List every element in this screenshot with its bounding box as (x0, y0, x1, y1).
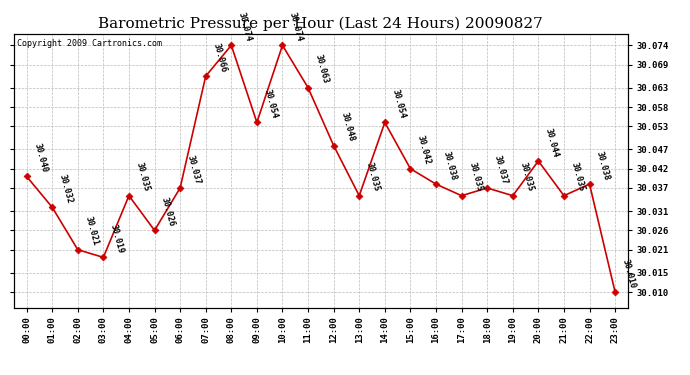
Text: 30.035: 30.035 (467, 162, 484, 193)
Text: 30.026: 30.026 (160, 196, 177, 228)
Text: 30.040: 30.040 (32, 142, 48, 174)
Text: 30.037: 30.037 (493, 154, 509, 185)
Text: 30.074: 30.074 (288, 11, 304, 42)
Text: 30.054: 30.054 (391, 88, 407, 120)
Text: 30.019: 30.019 (109, 223, 126, 255)
Text: 30.037: 30.037 (186, 154, 202, 185)
Text: 30.038: 30.038 (595, 150, 611, 182)
Title: Barometric Pressure per Hour (Last 24 Hours) 20090827: Barometric Pressure per Hour (Last 24 Ho… (99, 17, 543, 31)
Text: 30.054: 30.054 (262, 88, 279, 120)
Text: 30.035: 30.035 (569, 162, 586, 193)
Text: 30.035: 30.035 (135, 162, 151, 193)
Text: 30.032: 30.032 (58, 173, 75, 204)
Text: 30.063: 30.063 (314, 54, 330, 85)
Text: 30.044: 30.044 (544, 127, 560, 158)
Text: 30.035: 30.035 (518, 162, 535, 193)
Text: 30.021: 30.021 (83, 216, 100, 247)
Text: 30.048: 30.048 (339, 111, 355, 143)
Text: 30.010: 30.010 (621, 258, 637, 289)
Text: 30.038: 30.038 (442, 150, 458, 182)
Text: 30.074: 30.074 (237, 11, 253, 42)
Text: Copyright 2009 Cartronics.com: Copyright 2009 Cartronics.com (17, 39, 162, 48)
Text: 30.035: 30.035 (365, 162, 382, 193)
Text: 30.066: 30.066 (211, 42, 228, 74)
Text: 30.042: 30.042 (416, 135, 433, 166)
